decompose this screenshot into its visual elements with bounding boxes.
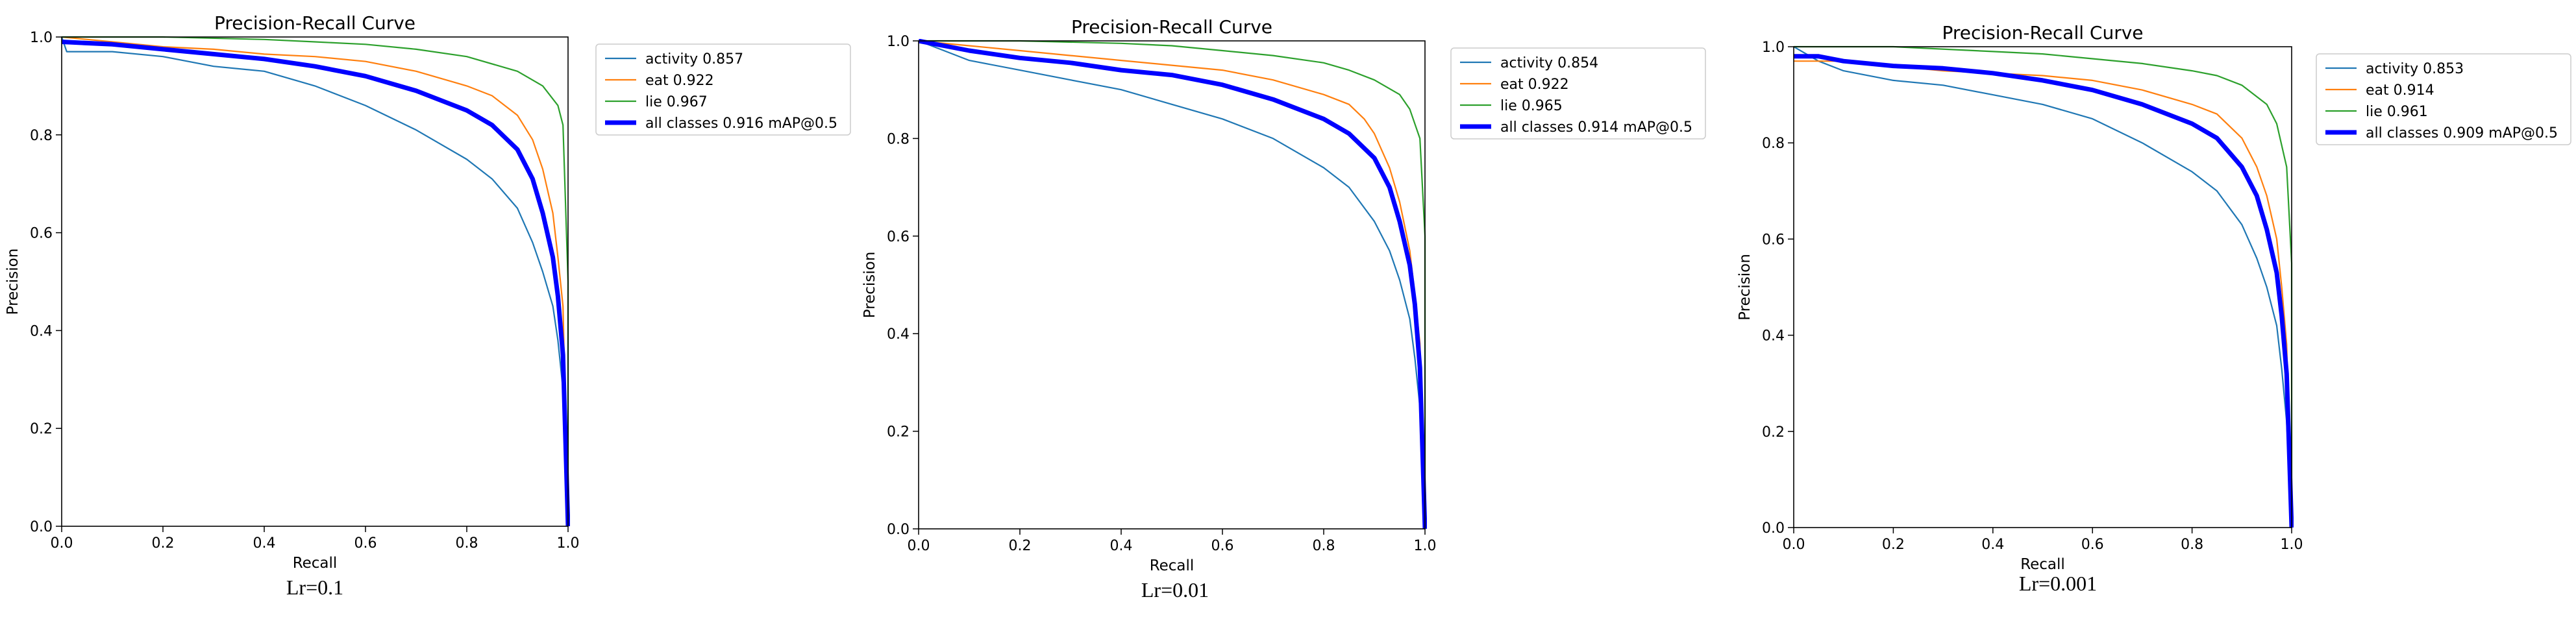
legend-box bbox=[595, 43, 851, 136]
x-tick-label: 0.0 bbox=[51, 535, 73, 552]
legend-label-eat: eat 0.922 bbox=[645, 73, 714, 89]
legend: activity 0.857 eat 0.922 lie 0.967 all clas… bbox=[595, 43, 851, 136]
chart-caption: Lr=0.001 bbox=[2019, 572, 2097, 595]
x-tick-label: 0.8 bbox=[1313, 538, 1335, 554]
x-tick-label: 0.2 bbox=[1882, 537, 1905, 553]
x-tick-label: 1.0 bbox=[1414, 538, 1437, 554]
x-tick-label: 0.2 bbox=[152, 535, 175, 552]
y-tick-label: 0.6 bbox=[30, 226, 53, 242]
y-tick-label: 0.4 bbox=[1762, 328, 1785, 345]
x-axis-label: Recall bbox=[1150, 557, 1195, 574]
series-group bbox=[1794, 45, 2294, 528]
y-axis-label: Precision bbox=[861, 252, 878, 319]
chart-title: Precision-Recall Curve bbox=[214, 12, 415, 34]
legend-label-eat: eat 0.914 bbox=[2366, 82, 2434, 99]
x-tick-label: 0.8 bbox=[2181, 537, 2203, 553]
y-tick-label: 1.0 bbox=[1762, 40, 1785, 56]
x-tick-label: 0.0 bbox=[908, 538, 930, 554]
legend: activity 0.854 eat 0.922 lie 0.965 all clas… bbox=[1450, 47, 1706, 140]
chart-title: Precision-Recall Curve bbox=[1071, 16, 1272, 38]
legend: activity 0.853 eat 0.914 lie 0.961 all clas… bbox=[2316, 53, 2571, 145]
series-line-all bbox=[919, 39, 1427, 530]
x-tick-label: 0.6 bbox=[354, 535, 377, 552]
series-line-eat bbox=[62, 36, 569, 527]
x-tick-label: 0.4 bbox=[253, 535, 276, 552]
series-group bbox=[919, 39, 1427, 530]
x-axis-label: Recall bbox=[293, 555, 338, 572]
series-line-activity bbox=[1794, 46, 2293, 528]
x-tick-label: 0.0 bbox=[1783, 537, 1805, 553]
series-line-all bbox=[1794, 54, 2294, 528]
x-tick-label: 1.0 bbox=[2281, 537, 2303, 553]
legend-label-activity: activity 0.857 bbox=[645, 51, 743, 67]
legend-label-lie: lie 0.961 bbox=[2366, 104, 2428, 120]
pr-chart-3: 0.0 0.2 0.4 0.6 0.8 1.0 0.0 0.2 0.4 0.6 0.8 1.0 Prec… bbox=[1737, 22, 2571, 595]
axes-frame bbox=[61, 36, 569, 527]
x-axis-label: Recall bbox=[2020, 556, 2065, 573]
x-tick-label: 0.2 bbox=[1009, 538, 1032, 554]
x-tick-label: 1.0 bbox=[557, 535, 580, 552]
legend-box bbox=[1450, 47, 1706, 140]
legend-label-activity: activity 0.854 bbox=[1500, 55, 1598, 71]
y-axis-label: Precision bbox=[1737, 254, 1753, 321]
y-tick-label: 1.0 bbox=[30, 30, 53, 46]
series-line-lie bbox=[919, 40, 1426, 529]
legend-label-all: all classes 0.914 mAP@0.5 bbox=[1500, 119, 1692, 136]
y-tick-label: 0.0 bbox=[887, 522, 910, 538]
y-tick-label: 0.6 bbox=[887, 229, 910, 245]
series-line-eat bbox=[919, 40, 1426, 530]
y-tick-label: 0.4 bbox=[30, 323, 53, 339]
legend-label-lie: lie 0.965 bbox=[1500, 98, 1563, 114]
y-tick-label: 0.2 bbox=[887, 424, 910, 441]
x-tick-label: 0.8 bbox=[456, 535, 478, 552]
legend-box bbox=[2316, 53, 2571, 145]
pr-chart-1: 0.0 0.2 0.4 0.6 0.8 1.0 0.0 0.2 0.4 0.6 0.8 1.0 Prec… bbox=[5, 12, 851, 599]
legend-label-all: all classes 0.916 mAP@0.5 bbox=[645, 116, 837, 132]
x-tick-label: 0.6 bbox=[1211, 538, 1234, 554]
chart-caption: Lr=0.1 bbox=[286, 576, 343, 599]
y-tick-label: 0.6 bbox=[1762, 232, 1785, 248]
pr-chart-2: 0.0 0.2 0.4 0.6 0.8 1.0 0.0 0.2 0.4 0.6 0.8 1.0 Prec… bbox=[861, 16, 1706, 602]
y-tick-label: 0.8 bbox=[30, 128, 53, 144]
x-tick-label: 0.4 bbox=[1110, 538, 1133, 554]
series-line-activity bbox=[62, 36, 569, 527]
chart-caption: Lr=0.01 bbox=[1141, 578, 1209, 602]
y-tick-label: 0.0 bbox=[30, 519, 53, 535]
y-tick-label: 1.0 bbox=[887, 34, 910, 50]
y-tick-label: 0.2 bbox=[30, 421, 53, 437]
legend-label-all: all classes 0.909 mAP@0.5 bbox=[2366, 125, 2558, 141]
series-line-lie bbox=[62, 36, 569, 526]
y-axis-label: Precision bbox=[5, 249, 21, 315]
series-line-lie bbox=[1794, 45, 2293, 528]
y-tick-label: 0.4 bbox=[887, 326, 910, 343]
legend-label-lie: lie 0.967 bbox=[645, 94, 708, 110]
chart-title: Precision-Recall Curve bbox=[1942, 22, 2143, 43]
y-tick-label: 0.0 bbox=[1762, 520, 1785, 537]
y-tick-label: 0.8 bbox=[1762, 136, 1785, 152]
y-tick-label: 0.2 bbox=[1762, 424, 1785, 441]
x-tick-label: 0.6 bbox=[2081, 537, 2104, 553]
series-line-activity bbox=[919, 40, 1426, 530]
axes-frame bbox=[1793, 46, 2292, 528]
series-line-all bbox=[62, 40, 570, 527]
series-line-eat bbox=[1794, 60, 2293, 528]
legend-label-activity: activity 0.853 bbox=[2366, 61, 2464, 77]
series-group bbox=[62, 36, 570, 527]
axes-frame bbox=[918, 40, 1426, 530]
legend-label-eat: eat 0.922 bbox=[1500, 77, 1569, 93]
y-tick-label: 0.8 bbox=[887, 131, 910, 147]
x-tick-label: 0.4 bbox=[1981, 537, 2004, 553]
